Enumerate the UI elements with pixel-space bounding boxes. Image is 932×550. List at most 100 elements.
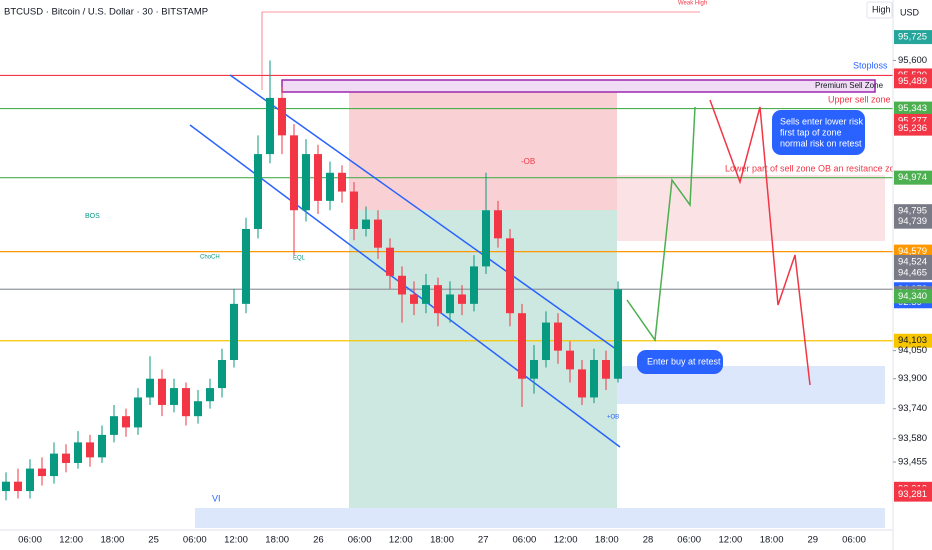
time-label: 06:00	[18, 535, 42, 546]
price-label: 94,974	[898, 172, 927, 183]
premium-zone	[281, 79, 876, 93]
candle-body	[362, 219, 370, 229]
candle-body	[14, 481, 22, 492]
candle-body	[530, 360, 538, 379]
sell-note-line: normal risk on retest	[780, 138, 862, 148]
candle-body	[434, 285, 442, 314]
price-label: 93,455	[898, 457, 927, 468]
candle-body	[578, 369, 586, 398]
candle-body	[218, 360, 226, 389]
price-label: 95,277	[898, 115, 927, 126]
time-label: 18:00	[595, 535, 619, 546]
time-label: 06:00	[677, 535, 701, 546]
candle-body	[170, 388, 178, 405]
vi-label: VI	[212, 493, 221, 503]
candle-body	[470, 266, 478, 304]
time-label: 29	[808, 535, 819, 546]
candle-body	[398, 275, 406, 295]
high-button-label[interactable]: High	[872, 4, 891, 14]
time-label: 26	[313, 535, 324, 546]
candle-body	[566, 350, 574, 370]
candle-body	[494, 210, 502, 239]
price-label: 95,489	[898, 76, 927, 87]
candle-body	[194, 401, 202, 417]
candle-body	[518, 313, 526, 379]
candle-body	[482, 210, 490, 267]
time-label: 06:00	[348, 535, 372, 546]
currency-label: USD	[900, 7, 920, 17]
candle-body	[290, 135, 298, 211]
candle-body	[26, 468, 34, 492]
channel-line	[229, 74, 621, 353]
price-label: 94,739	[898, 216, 927, 227]
time-label: 28	[643, 535, 654, 546]
buy-note: Enter buy at retest	[647, 356, 721, 366]
price-label: 95,343	[898, 103, 927, 114]
sell-note-bubble	[772, 110, 865, 155]
price-label: 95,236	[898, 123, 927, 134]
time-label: 12:00	[224, 535, 248, 546]
price-label: 94,050	[898, 345, 927, 356]
time-label: 18:00	[265, 535, 289, 546]
price-tag	[894, 74, 932, 89]
candle-body	[134, 397, 142, 428]
price-tag	[894, 487, 932, 502]
high-button[interactable]	[866, 1, 893, 19]
symbol-title: BTCUSD · Bitcoin / U.S. Dollar · 30 · BI…	[4, 7, 208, 18]
price-tag	[894, 30, 932, 45]
candle-body	[302, 154, 310, 211]
candle-body	[506, 238, 514, 314]
candle-body	[422, 285, 430, 304]
price-tag	[894, 333, 932, 348]
sell-note-line: Sells enter lower risk	[780, 116, 864, 126]
candle-body	[122, 416, 130, 428]
time-label: 18:00	[101, 535, 125, 546]
price-tag	[894, 289, 932, 304]
candle-body	[326, 172, 334, 201]
candle-body	[350, 191, 358, 229]
candle-body	[446, 294, 454, 314]
price-label: 94,579	[898, 246, 927, 257]
candle-body	[74, 442, 82, 463]
price-tag	[894, 254, 932, 269]
eql-label: EQL	[293, 256, 306, 262]
price-tag	[894, 265, 932, 280]
red-path	[709, 99, 811, 386]
candle-body	[2, 481, 10, 492]
plot-area: Stoploss Premium Sell Zone Upper sell zo…	[0, 1, 905, 528]
candle-body	[38, 468, 46, 477]
candle-body	[614, 289, 622, 379]
green-path	[626, 106, 696, 343]
candle-body	[410, 294, 418, 304]
candle-body	[62, 453, 70, 463]
candle-body	[590, 360, 598, 398]
time-label: 06:00	[842, 535, 866, 546]
candle-body	[278, 97, 286, 136]
candle-body	[158, 378, 166, 405]
candle-body	[206, 388, 214, 402]
price-label: 93,900	[898, 373, 927, 384]
candle-body	[50, 453, 58, 477]
candle-body	[242, 228, 250, 304]
short-risk-zone	[349, 80, 617, 210]
bos-label: BOS	[85, 213, 100, 220]
premium-label: Premium Sell Zone	[815, 81, 884, 90]
candle-body	[86, 442, 94, 458]
time-label: 12:00	[719, 535, 743, 546]
stoploss-label: Stoploss	[853, 60, 888, 70]
lower-zone-label: Lower part of sell zone OB an resitance …	[725, 163, 905, 173]
price-label: 94,103	[898, 335, 927, 346]
time-label: 12:00	[59, 535, 83, 546]
price-label: 94,340	[898, 291, 927, 302]
price-label: 93,281	[898, 489, 927, 500]
candle-body	[254, 154, 262, 229]
price-label: 93,740	[898, 403, 927, 414]
candle-body	[182, 388, 190, 417]
time-label: 12:00	[554, 535, 578, 546]
price-tag	[894, 170, 932, 185]
price-tag	[894, 101, 932, 116]
price-label: 93,580	[898, 433, 927, 444]
sell-note-line: first tap of zone	[780, 127, 842, 137]
plus-ob-label: +OB	[607, 415, 619, 421]
